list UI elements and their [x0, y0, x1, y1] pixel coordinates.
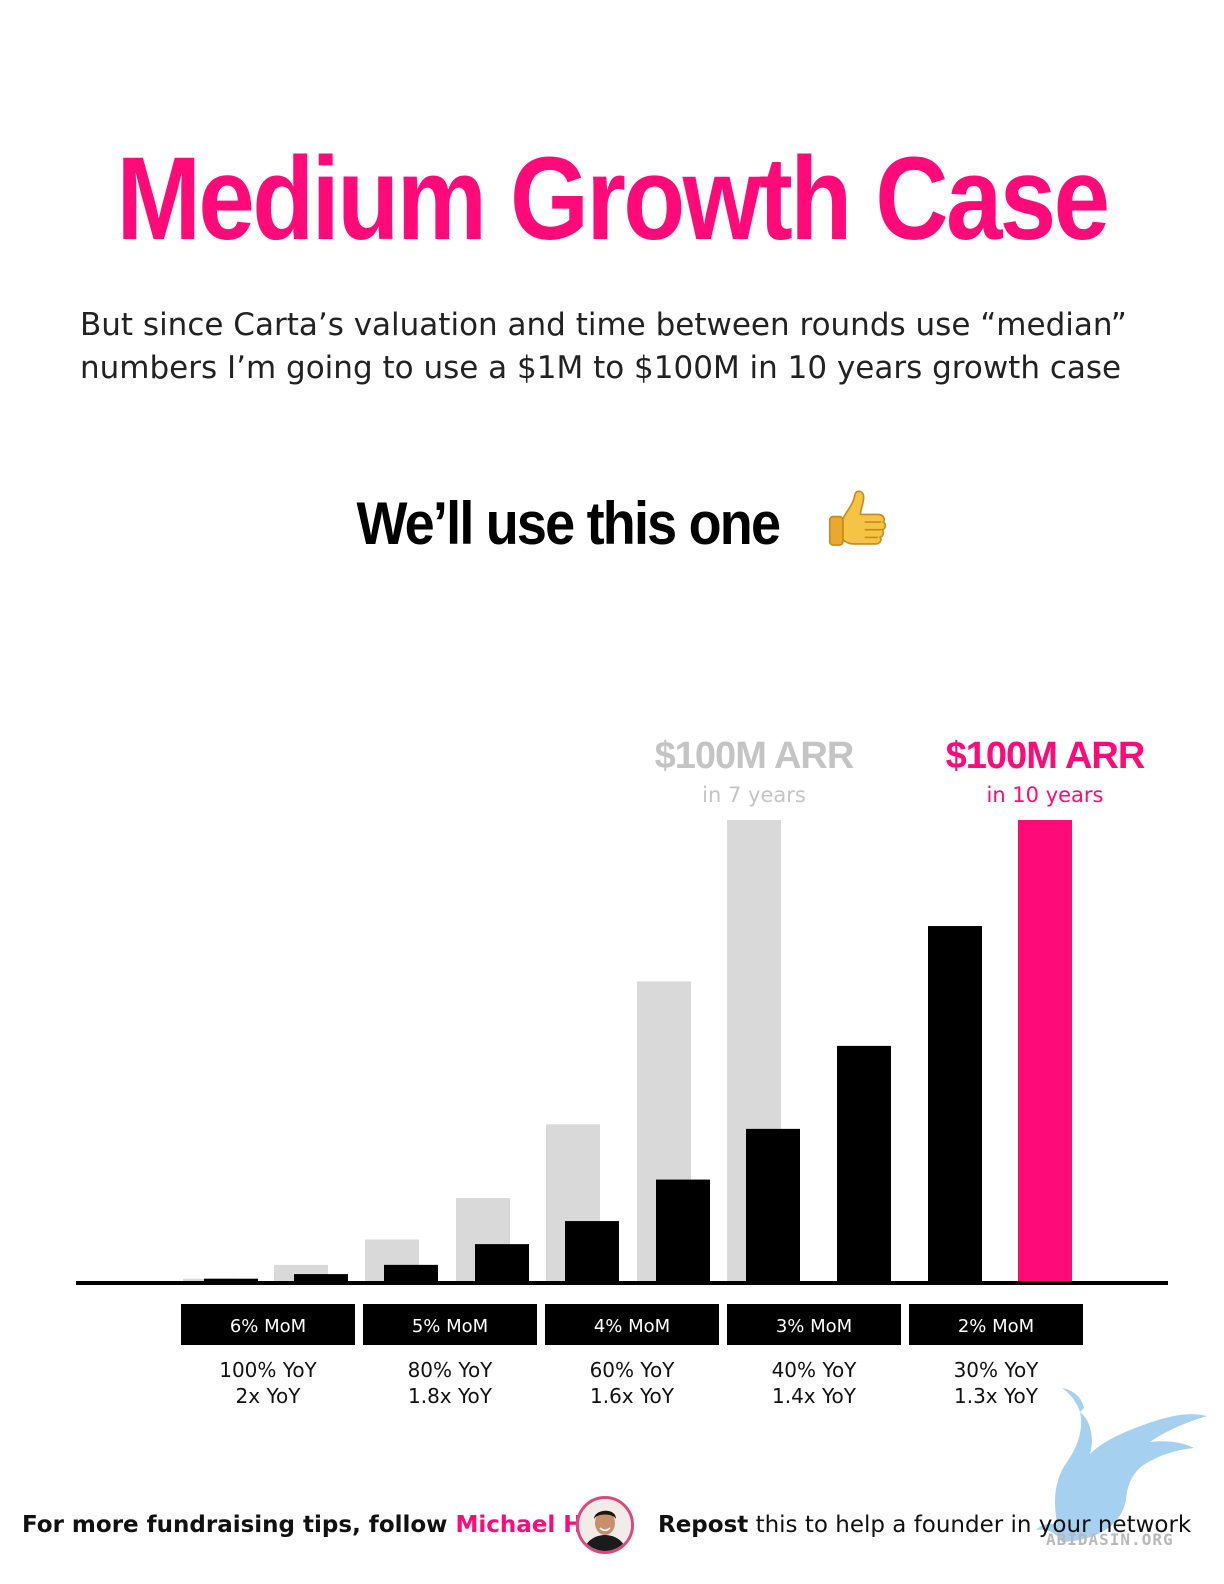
- mom-label-3: 4% MoM: [594, 1316, 670, 1337]
- multiple-label-2: 1.8x YoY: [408, 1384, 493, 1408]
- page-subtitle: But since Carta’s valuation and time bet…: [80, 304, 1160, 390]
- black-bar-year-5: [565, 1221, 619, 1281]
- mom-label-5: 2% MoM: [958, 1316, 1034, 1337]
- headline: We’ll use this one: [0, 486, 1224, 558]
- multiple-label-4: 1.4x YoY: [772, 1384, 857, 1408]
- black-bar-year-9: [928, 926, 982, 1281]
- black-bar-year-7: [746, 1128, 800, 1281]
- yoy-label-1: 100% YoY: [219, 1358, 317, 1382]
- watermark-text: ABIDASIN.ORG: [1046, 1530, 1174, 1549]
- follow-text: For more fundraising tips, follow: [22, 1512, 456, 1538]
- subtitle-line-2: numbers I’m going to use a $1M to $100M …: [80, 350, 1122, 386]
- headline-text: We’ll use this one: [356, 490, 781, 557]
- annotation-sublabel-1: in 7 years: [702, 783, 806, 807]
- mom-label-2: 5% MoM: [412, 1316, 488, 1337]
- yoy-label-3: 60% YoY: [590, 1358, 676, 1382]
- mom-label-4: 3% MoM: [776, 1316, 852, 1337]
- black-bar-year-6: [656, 1179, 710, 1281]
- mom-badge-2: [363, 1304, 537, 1345]
- annotation-label-2: $100M ARR: [946, 735, 1145, 777]
- black-bar-year-3: [384, 1264, 438, 1281]
- repost-bold: Repost: [658, 1512, 749, 1538]
- yoy-label-4: 40% YoY: [772, 1358, 858, 1382]
- page-title: Medium Growth Case: [116, 133, 1110, 265]
- person-avatar-icon: [579, 1499, 631, 1551]
- repost-text: this to help a founder in your network: [748, 1512, 1192, 1538]
- yoy-label-2: 80% YoY: [408, 1358, 494, 1382]
- multiple-label-5: 1.3x YoY: [954, 1384, 1039, 1408]
- black-bar-year-10: [1018, 820, 1072, 1281]
- yoy-label-5: 30% YoY: [954, 1358, 1040, 1382]
- multiple-label-1: 2x YoY: [236, 1384, 302, 1408]
- annotation-sublabel-2: in 10 years: [986, 783, 1103, 807]
- black-bar-year-8: [837, 1045, 891, 1281]
- author-name-link[interactable]: Michael Ho: [455, 1512, 599, 1538]
- mom-badge-5: [909, 1304, 1083, 1345]
- black-bar-year-2: [294, 1274, 348, 1281]
- author-avatar[interactable]: [576, 1496, 634, 1554]
- griffin-watermark-icon: [1036, 1388, 1207, 1542]
- mom-label-1: 6% MoM: [230, 1316, 306, 1337]
- black-bar-year-4: [475, 1244, 529, 1281]
- multiple-label-3: 1.6x YoY: [590, 1384, 675, 1408]
- thumbs-up-icon: [829, 490, 887, 546]
- chart-annotations: $100M ARR in 7 years $100M ARR in 10 years: [655, 735, 1146, 807]
- mom-badge-1: [181, 1304, 355, 1345]
- repost-cta: Repost this to help a founder in your ne…: [658, 1512, 1191, 1538]
- mom-badge-4: [727, 1304, 901, 1345]
- subtitle-line-1: But since Carta’s valuation and time bet…: [80, 307, 1127, 343]
- mom-badge-3: [545, 1304, 719, 1345]
- black-bar-year-1: [204, 1278, 258, 1281]
- black-series: [204, 820, 1072, 1281]
- annotation-label-1: $100M ARR: [655, 735, 854, 777]
- footer: For more fundraising tips, follow Michae…: [0, 1496, 1224, 1560]
- follow-cta: For more fundraising tips, follow Michae…: [22, 1512, 598, 1538]
